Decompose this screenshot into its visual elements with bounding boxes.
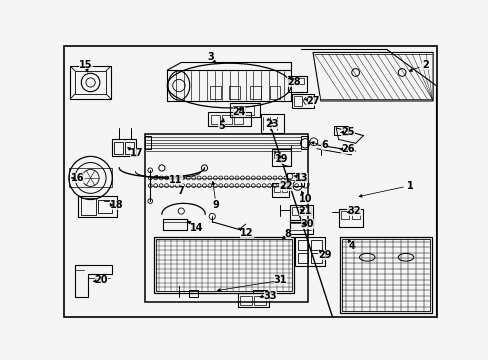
Bar [144, 136, 151, 149]
Bar [163, 219, 186, 230]
Text: 16: 16 [71, 173, 85, 183]
Bar [233, 115, 243, 124]
Text: 19: 19 [275, 154, 288, 164]
Bar [295, 237, 324, 266]
Bar [297, 253, 308, 264]
Text: 32: 32 [346, 206, 360, 216]
Bar [209, 86, 220, 99]
Text: 24: 24 [232, 108, 245, 117]
Text: 8: 8 [284, 229, 290, 239]
Bar [98, 199, 112, 213]
Bar [230, 103, 259, 117]
Text: 11: 11 [169, 175, 182, 185]
Bar [69, 168, 112, 187]
Text: 18: 18 [110, 200, 123, 210]
Text: 12: 12 [240, 228, 253, 238]
Bar [78, 195, 117, 217]
Text: 7: 7 [178, 186, 184, 196]
Text: 10: 10 [298, 194, 311, 204]
Bar [287, 172, 304, 186]
Bar [155, 239, 291, 291]
Bar [210, 115, 220, 124]
Text: 14: 14 [190, 223, 203, 233]
Text: 22: 22 [279, 181, 292, 191]
Text: 13: 13 [294, 173, 307, 183]
Bar [274, 152, 280, 158]
Bar [254, 296, 265, 305]
Bar [340, 237, 431, 313]
Bar [274, 186, 280, 192]
Bar [291, 207, 299, 215]
Bar [222, 115, 231, 124]
Bar [240, 296, 251, 305]
Bar [233, 105, 242, 115]
Bar [75, 71, 106, 94]
Text: 1: 1 [406, 181, 412, 191]
Bar [290, 78, 296, 84]
Bar [301, 136, 307, 149]
Bar [237, 293, 268, 307]
Bar [144, 134, 307, 302]
Text: 9: 9 [212, 200, 219, 210]
Text: 21: 21 [298, 206, 311, 216]
Text: 31: 31 [273, 275, 286, 285]
Bar [341, 239, 429, 311]
Bar [229, 86, 240, 99]
Bar [294, 96, 302, 105]
Bar [289, 205, 312, 222]
Bar [310, 239, 321, 250]
Bar [338, 209, 363, 227]
Bar [287, 76, 306, 93]
Text: 15: 15 [79, 60, 93, 70]
Text: 4: 4 [347, 241, 354, 251]
Bar [291, 94, 313, 108]
Bar [81, 198, 96, 215]
Text: 6: 6 [321, 140, 327, 150]
Bar [310, 253, 321, 264]
Bar [70, 66, 110, 99]
Bar [189, 289, 198, 297]
Bar [302, 207, 310, 215]
Text: 5: 5 [218, 121, 224, 131]
Bar [351, 211, 359, 219]
Bar [244, 105, 254, 115]
Bar [333, 126, 347, 135]
Text: 25: 25 [341, 127, 354, 137]
Bar [250, 86, 261, 99]
Bar [289, 220, 312, 234]
Bar [282, 186, 286, 192]
Bar [208, 112, 250, 126]
Text: 27: 27 [305, 96, 319, 106]
Text: 17: 17 [129, 148, 143, 158]
Bar [114, 142, 123, 154]
Text: 3: 3 [207, 52, 214, 62]
Text: 29: 29 [317, 250, 331, 260]
Bar [297, 239, 308, 250]
Bar [298, 78, 304, 84]
Text: 28: 28 [286, 77, 300, 87]
Bar [269, 86, 280, 99]
Text: 33: 33 [263, 291, 277, 301]
Bar [271, 149, 290, 166]
Bar [271, 183, 288, 197]
Bar [124, 142, 134, 154]
Text: 2: 2 [421, 60, 428, 70]
Text: 23: 23 [264, 119, 278, 129]
Bar [154, 237, 293, 293]
Bar [340, 211, 348, 219]
Bar [261, 114, 284, 132]
Text: 30: 30 [300, 219, 314, 229]
Text: 26: 26 [341, 144, 354, 154]
Text: 20: 20 [95, 275, 108, 285]
Bar [111, 139, 136, 156]
